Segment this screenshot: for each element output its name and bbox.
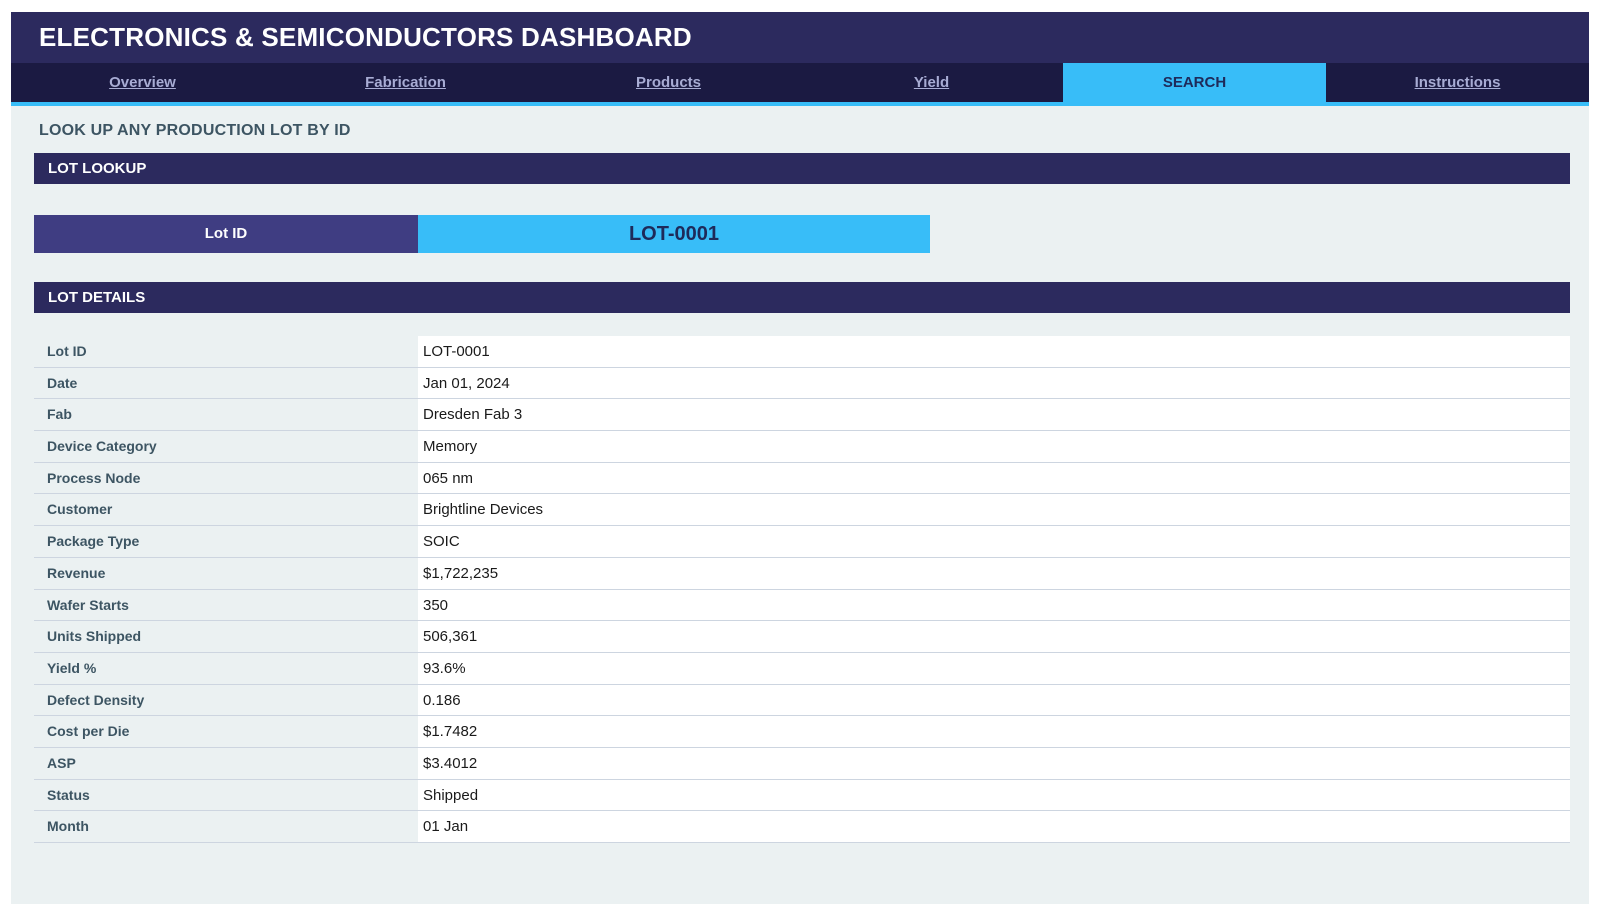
detail-label: Lot ID [34,336,418,367]
lot-lookup-header: LOT LOOKUP [34,153,1570,184]
table-row: Wafer Starts 350 [34,589,1570,622]
title-bar: ELECTRONICS & SEMICONDUCTORS DASHBOARD [11,12,1589,63]
table-row: Customer Brightline Devices [34,494,1570,527]
detail-value: 93.6% [418,652,1570,684]
detail-label: ASP [34,747,418,779]
detail-label: Date [34,367,418,399]
lot-id-input[interactable]: LOT-0001 [418,215,930,253]
detail-value: $1,722,235 [418,557,1570,589]
detail-label: Defect Density [34,684,418,716]
detail-label: Yield % [34,652,418,684]
detail-label: Customer [34,494,418,526]
table-row: Fab Dresden Fab 3 [34,399,1570,432]
detail-label: Month [34,811,418,842]
detail-value: SOIC [418,526,1570,557]
table-row: Revenue $1,722,235 [34,557,1570,590]
detail-label: Wafer Starts [34,589,418,621]
table-row: Status Shipped [34,779,1570,812]
detail-label: Fab [34,399,418,431]
dashboard-title: ELECTRONICS & SEMICONDUCTORS DASHBOARD [39,22,692,52]
table-row: Date Jan 01, 2024 [34,367,1570,400]
lot-details-table: Lot ID LOT-0001 Date Jan 01, 2024 Fab Dr… [34,336,1570,843]
detail-value: Jan 01, 2024 [418,367,1570,399]
table-row: Lot ID LOT-0001 [34,336,1570,368]
nav-bar: Overview Fabrication Products Yield SEAR… [11,63,1589,102]
detail-label: Cost per Die [34,716,418,747]
detail-value: 065 nm [418,462,1570,494]
detail-value: Memory [418,431,1570,462]
detail-label: Units Shipped [34,621,418,652]
detail-value: 350 [418,589,1570,621]
tab-instructions[interactable]: Instructions [1414,74,1501,91]
detail-label: Revenue [34,557,418,589]
page-subtitle: LOOK UP ANY PRODUCTION LOT BY ID [39,122,351,139]
table-row: Cost per Die $1.7482 [34,716,1570,748]
detail-value: LOT-0001 [418,336,1570,367]
tab-yield[interactable]: Yield [913,74,950,91]
table-row: Month 01 Jan [34,811,1570,843]
tab-fabrication[interactable]: Fabrication [365,74,446,91]
detail-value: 0.186 [418,684,1570,716]
detail-label: Status [34,779,418,811]
table-row: Defect Density 0.186 [34,684,1570,717]
detail-value: $3.4012 [418,747,1570,779]
detail-value: 506,361 [418,621,1570,652]
table-row: Package Type SOIC [34,526,1570,558]
lot-details-header: LOT DETAILS [34,282,1570,313]
table-row: Yield % 93.6% [34,652,1570,685]
table-row: Units Shipped 506,361 [34,621,1570,653]
detail-label: Process Node [34,462,418,494]
detail-label: Package Type [34,526,418,557]
detail-value: 01 Jan [418,811,1570,842]
table-row: Device Category Memory [34,431,1570,463]
table-row: ASP $3.4012 [34,747,1570,780]
tab-products[interactable]: Products [635,74,701,91]
detail-value: Shipped [418,779,1570,811]
lot-id-label: Lot ID [34,215,418,253]
nav-underline [11,102,1589,106]
tab-overview[interactable]: Overview [109,74,176,91]
tab-search[interactable]: SEARCH [1063,63,1326,102]
detail-label: Device Category [34,431,418,462]
detail-value: $1.7482 [418,716,1570,747]
detail-value: Brightline Devices [418,494,1570,526]
detail-value: Dresden Fab 3 [418,399,1570,431]
table-row: Process Node 065 nm [34,462,1570,495]
dashboard: ELECTRONICS & SEMICONDUCTORS DASHBOARD O… [11,12,1589,904]
